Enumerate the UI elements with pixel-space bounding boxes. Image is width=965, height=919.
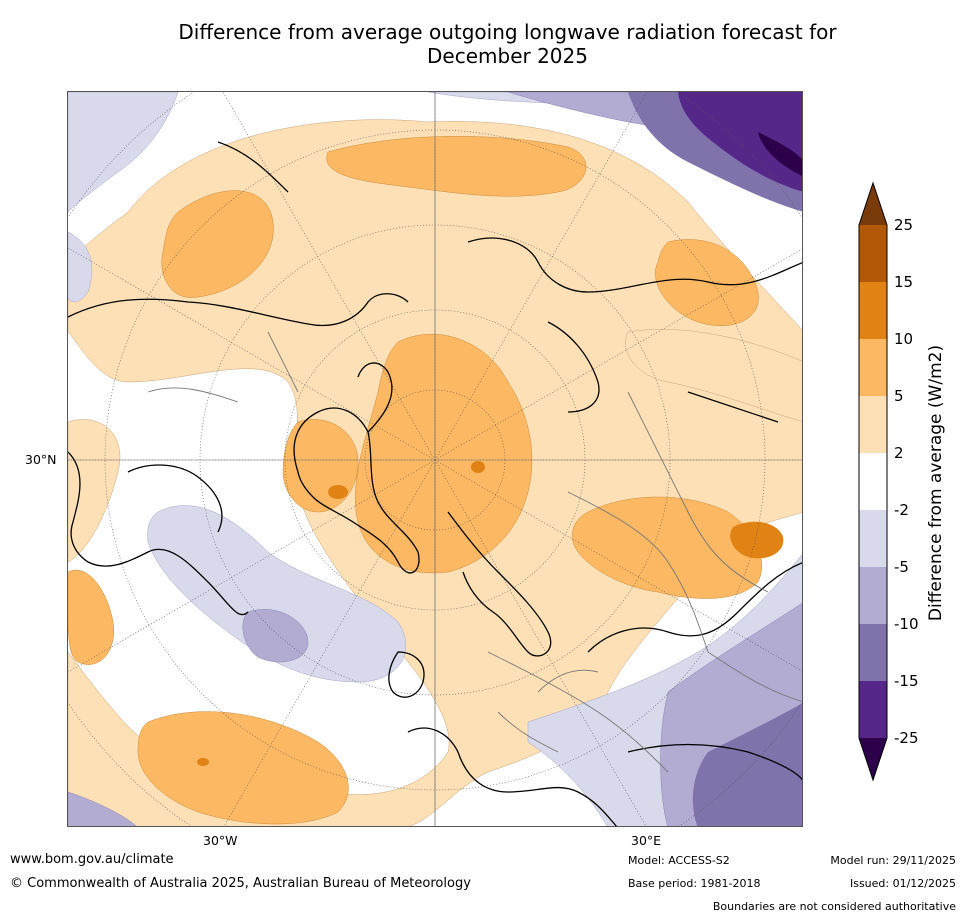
colorbar-title: Difference from average (W/m2) [926, 344, 946, 622]
anomaly-below-m25-region [758, 132, 802, 176]
lon-label-30w: 30°W [203, 833, 238, 848]
base-period-text: Base period: 1981-2018 [628, 877, 761, 890]
map-svg [68, 92, 802, 826]
colorbar-tick-label: -15 [894, 672, 919, 690]
colorbar-tick-label: 15 [894, 273, 914, 291]
country-borders [147, 331, 802, 773]
colorbar-band-10-15 [859, 282, 887, 339]
lon-label-30e: 30°E [631, 833, 662, 848]
title-line-1: Difference from average outgoing longwav… [178, 20, 837, 44]
anomaly-10-15-regions [197, 461, 784, 766]
anomaly-m15-m25-regions [678, 92, 802, 192]
colorbar-tick-label: -2 [894, 501, 909, 519]
copyright-text: © Commonwealth of Australia 2025, Austra… [10, 876, 471, 891]
colorbar-tick-label: -10 [894, 615, 919, 633]
model-run-text: Model run: 29/11/2025 [830, 854, 956, 867]
polar-map[interactable] [67, 91, 803, 827]
colorbar-band-neutral [859, 453, 887, 510]
colorbar-band-m15-m25 [859, 681, 887, 738]
model-text: Model: ACCESS-S2 [628, 854, 730, 867]
colorbar-band-m5-m10 [859, 567, 887, 624]
colorbar-over-arrow [859, 183, 887, 225]
lat-label-30n: 30°N [25, 452, 57, 467]
colorbar-band-2-5 [859, 396, 887, 453]
colorbar-band-m10-m15 [859, 624, 887, 681]
colorbar-tick-label: 25 [894, 216, 914, 234]
colorbar-band-m2-m5 [859, 510, 887, 567]
colorbar-band-5-10 [859, 339, 887, 396]
colorbar-tick-label: 2 [894, 444, 904, 462]
website-link[interactable]: www.bom.gov.au/climate [10, 852, 174, 867]
anomaly-5-10-regions [68, 136, 762, 825]
colorbar-band-15-25 [859, 225, 887, 282]
colorbar-tick-label: 10 [894, 330, 914, 348]
colorbar-tick-label: 5 [894, 387, 904, 405]
colorbar-outline [858, 181, 888, 782]
colorbar-tick-label: -5 [894, 558, 909, 576]
disclaimer-text: Boundaries are not considered authoritat… [712, 900, 956, 913]
coastlines [68, 141, 802, 826]
title-line-2: December 2025 [427, 44, 588, 68]
chart-title: Difference from average outgoing longwav… [140, 20, 875, 68]
colorbar-under-arrow [859, 738, 887, 780]
issued-text: Issued: 01/12/2025 [849, 877, 956, 890]
colorbar-tick-label: -25 [894, 729, 919, 747]
